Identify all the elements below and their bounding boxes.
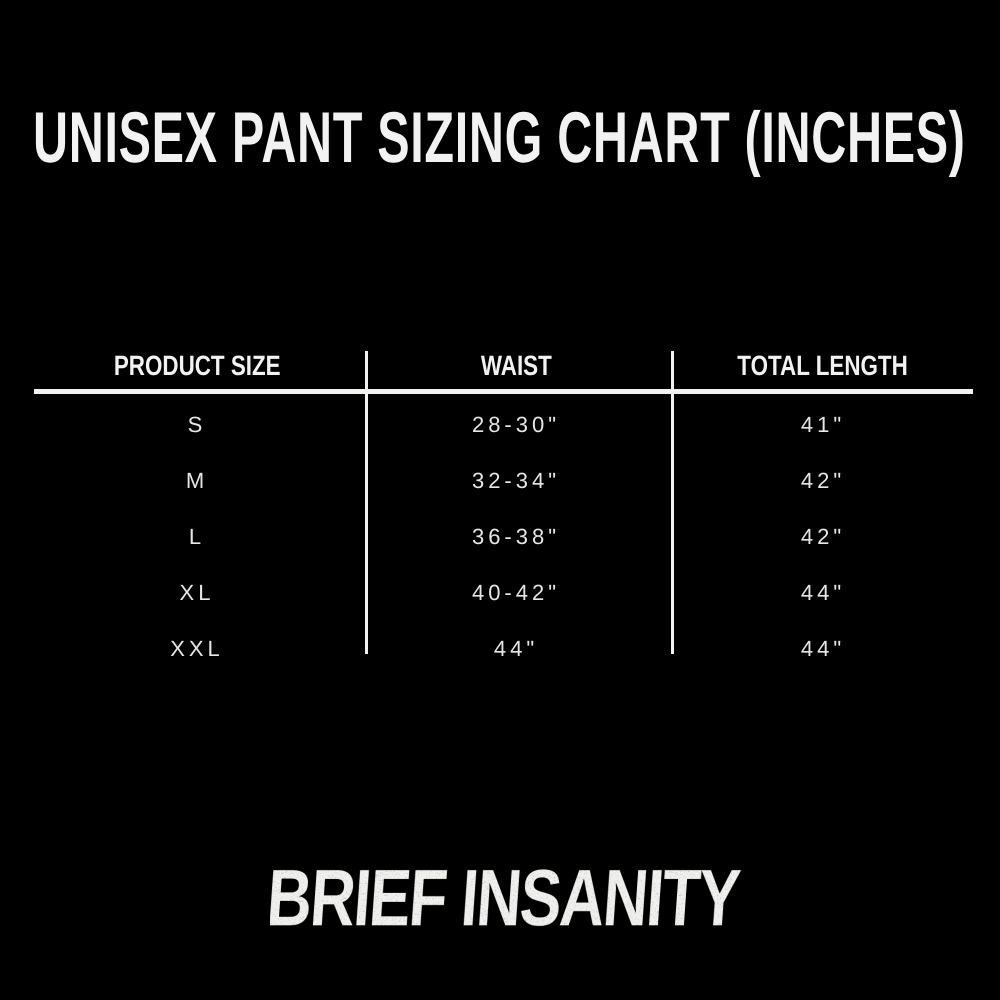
svg-text:BRIEF INSANITY: BRIEF INSANITY xyxy=(270,853,743,935)
